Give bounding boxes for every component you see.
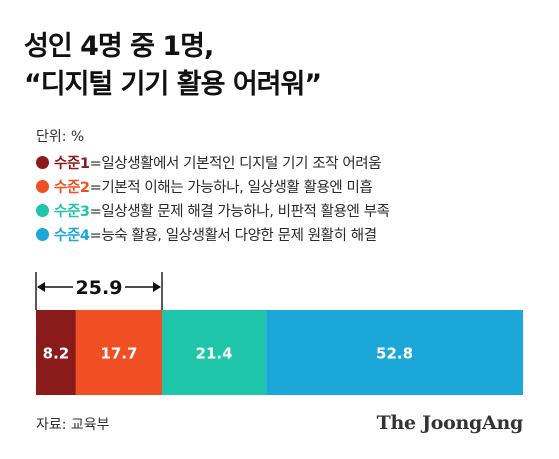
bar-label-4: 52.8 bbox=[376, 345, 413, 363]
legend: 수준1 =일상생활에서 기본적인 디지털 기기 조작 어려움 수준2 =기본적 … bbox=[36, 150, 390, 246]
title-line-2: “디지털 기기 활용 어려워” bbox=[24, 69, 322, 100]
legend-item-3: 수준3 =일상생활 문제 해결 가능하나, 비판적 활용엔 부족 bbox=[36, 198, 390, 222]
legend-desc-1: =일상생활에서 기본적인 디지털 기기 조작 어려움 bbox=[89, 155, 382, 172]
legend-desc-3: =일상생활 문제 해결 가능하나, 비판적 활용엔 부족 bbox=[89, 203, 390, 220]
annotation-right-arrow bbox=[153, 282, 162, 292]
legend-desc-2: =기본적 이해는 가능하나, 일상생활 활용엔 미흡 bbox=[89, 179, 373, 196]
bar-label-3: 21.4 bbox=[196, 345, 233, 363]
legend-dot-2 bbox=[36, 179, 49, 193]
annotation-label-bg bbox=[73, 275, 126, 299]
legend-dot-1 bbox=[36, 155, 49, 169]
bar-segment-2 bbox=[75, 310, 163, 395]
legend-level-3: 수준3 bbox=[54, 203, 90, 220]
unit-label: 단위: % bbox=[36, 129, 85, 145]
source-note: 자료: 교육부 bbox=[36, 417, 110, 433]
annotation-left-arrow bbox=[37, 282, 45, 292]
legend-dot-4 bbox=[36, 227, 49, 241]
legend-item-4: 수준4 =능숙 활용, 일상생활서 다양한 문제 원활히 해결 bbox=[36, 222, 390, 246]
bar-segment-4 bbox=[266, 310, 523, 395]
annotation-label: 25.9 bbox=[76, 277, 123, 299]
publisher-logo: The JoongAng bbox=[376, 412, 524, 434]
bar-segment-1 bbox=[36, 310, 76, 395]
legend-level-4: 수준4 bbox=[54, 227, 90, 244]
legend-dot-3 bbox=[36, 203, 49, 217]
legend-level-1: 수준1 bbox=[54, 155, 90, 172]
bar-label-1: 8.2 bbox=[43, 345, 70, 363]
title-line-1: 성인 4명 중 1명, bbox=[24, 31, 214, 62]
stacked-bar-chart: 8.2 17.7 21.4 52.8 25.9 bbox=[35, 272, 523, 395]
legend-desc-4: =능숙 활용, 일상생활서 다양한 문제 원활히 해결 bbox=[89, 227, 377, 244]
legend-item-1: 수준1 =일상생활에서 기본적인 디지털 기기 조작 어려움 bbox=[36, 150, 390, 174]
bar-label-2: 17.7 bbox=[100, 345, 137, 363]
legend-item-2: 수준2 =기본적 이해는 가능하나, 일상생활 활용엔 미흡 bbox=[36, 174, 390, 198]
bar-segment-3 bbox=[162, 310, 267, 395]
chart-title: 성인 4명 중 1명, “디지털 기기 활용 어려워” bbox=[24, 28, 322, 104]
legend-level-2: 수준2 bbox=[54, 179, 90, 196]
